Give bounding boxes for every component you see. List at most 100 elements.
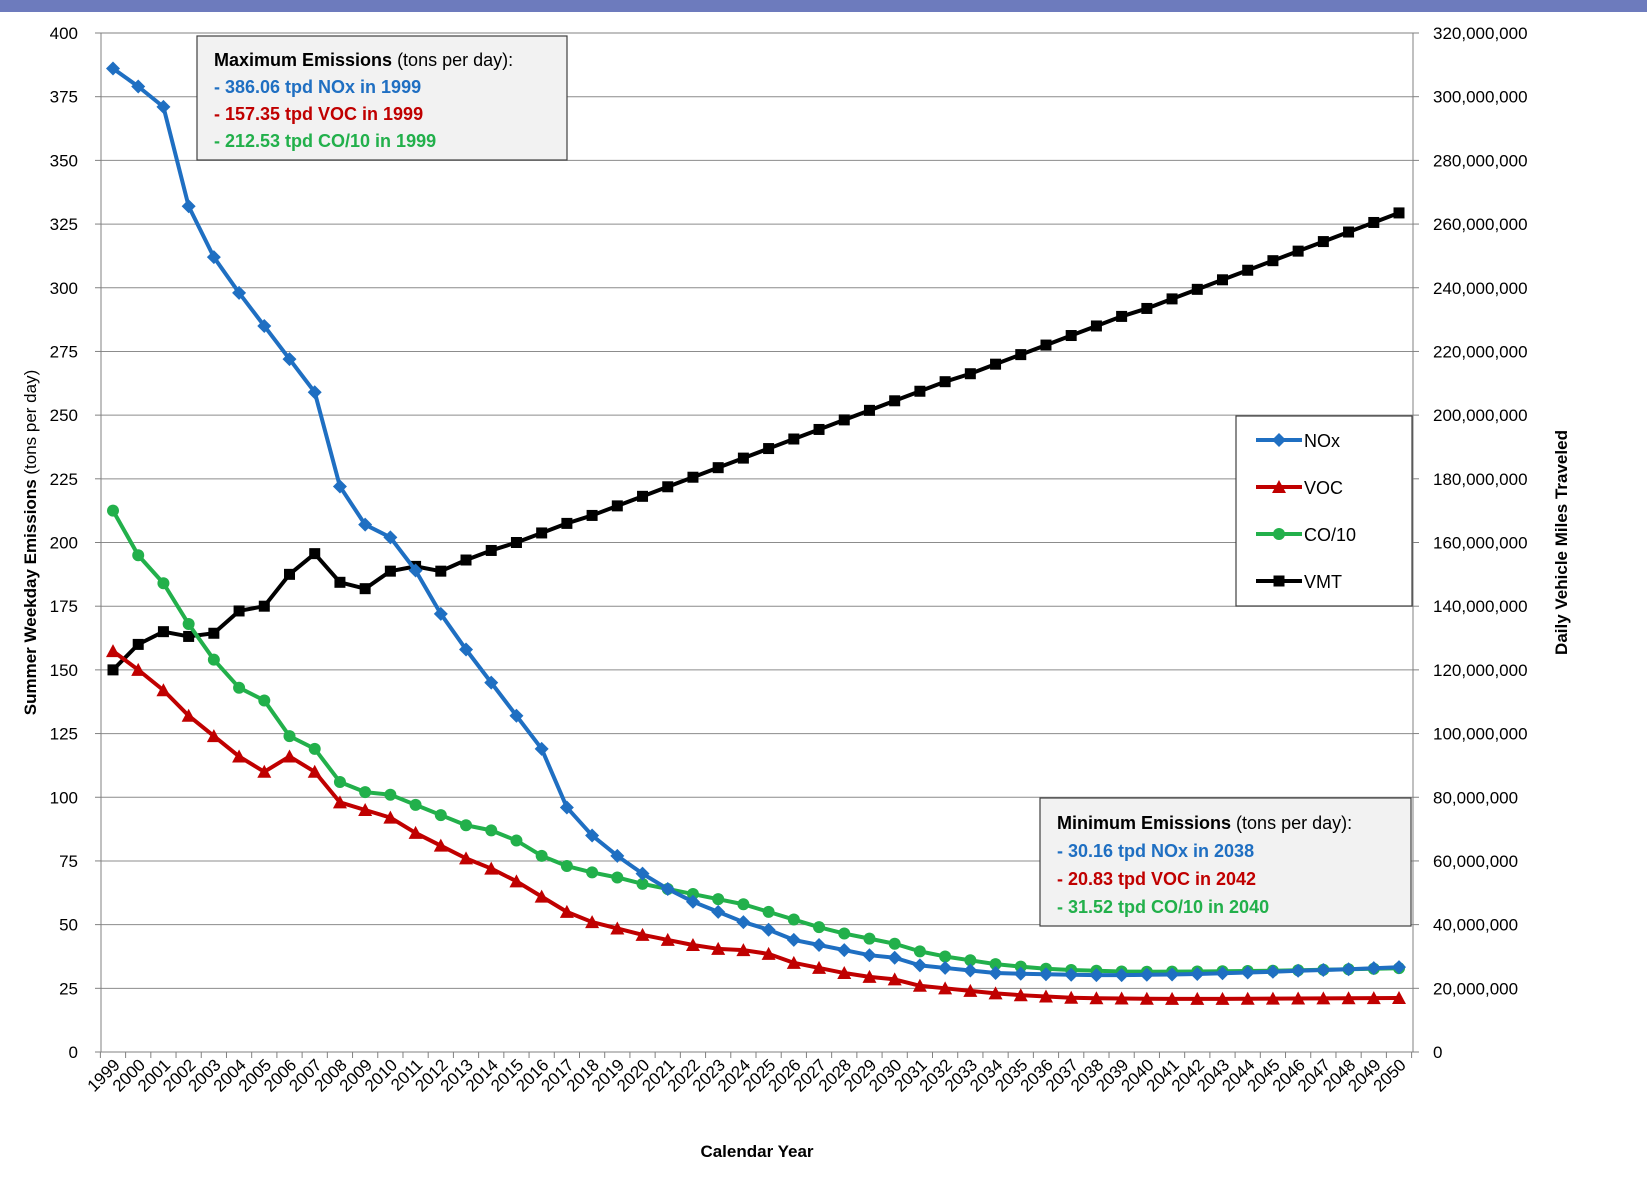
data-point-nox: [1064, 967, 1079, 982]
y2-tick-label: 120,000,000: [1433, 661, 1528, 680]
data-point-nox: [610, 848, 625, 863]
data-point-nox: [963, 963, 978, 978]
data-point-nox: [711, 904, 726, 919]
data-point-co-10: [535, 849, 548, 862]
data-point-nox: [786, 932, 801, 947]
data-point-co-10: [485, 824, 498, 837]
data-point-voc: [1165, 991, 1180, 1005]
data-point-co-10: [863, 932, 876, 945]
data-point-voc: [988, 986, 1003, 1000]
data-point-co-10: [762, 905, 775, 918]
legend-item-voc: VOC: [1256, 478, 1343, 498]
data-point-nox: [736, 915, 751, 930]
data-point-nox: [1038, 967, 1053, 982]
y-tick-label: 300: [50, 279, 78, 298]
data-point-co-10: [913, 945, 926, 958]
series-line-co-10: [111, 509, 1400, 974]
data-point-co-10: [510, 834, 523, 847]
data-point-vmt: [284, 568, 296, 580]
data-point-co-10: [333, 775, 346, 788]
data-point-nox: [1392, 960, 1406, 975]
data-point-vmt: [485, 544, 497, 556]
data-point-vmt: [435, 565, 447, 577]
legend: NOx VOC CO/10 VMT: [1235, 415, 1413, 607]
data-point-vmt: [233, 605, 245, 617]
data-point-voc: [459, 851, 474, 865]
series-nox: [106, 61, 1406, 983]
data-point-voc: [1215, 991, 1230, 1005]
data-point-voc: [862, 969, 877, 983]
data-point-nox: [585, 828, 600, 843]
data-point-voc: [1064, 990, 1079, 1004]
data-point-nox: [1013, 966, 1028, 981]
series-vmt: [107, 207, 1405, 676]
y-axis-title-bold: Summer Weekday Emissions: [21, 479, 40, 715]
data-point-co-10: [107, 504, 119, 517]
data-point-voc: [912, 978, 927, 992]
y-tick-label: 400: [50, 24, 78, 43]
data-point-voc: [1341, 991, 1356, 1005]
data-point-co-10: [359, 786, 372, 799]
data-point-voc: [106, 644, 120, 658]
data-point-nox: [232, 285, 247, 300]
gridlines: [101, 96, 1413, 989]
legend-label-co-10: CO/10: [1304, 525, 1356, 545]
y-tick-label: 50: [59, 916, 78, 935]
axes: [95, 32, 1419, 1058]
data-point-co-10: [258, 694, 271, 707]
data-point-voc: [585, 915, 600, 929]
data-point-vmt: [1191, 283, 1203, 295]
data-point-voc: [711, 941, 726, 955]
data-point-vmt: [1141, 302, 1153, 314]
y2-tick-label: 180,000,000: [1433, 470, 1528, 489]
data-point-nox: [1341, 962, 1356, 977]
data-point-voc: [1366, 991, 1381, 1005]
data-point-vmt: [1317, 236, 1329, 248]
y2-tick-label: 280,000,000: [1433, 151, 1528, 170]
data-point-vmt: [334, 576, 346, 588]
data-point-voc: [963, 983, 978, 997]
legend-item-co-10: CO/10: [1256, 525, 1356, 545]
data-point-co-10: [787, 913, 800, 926]
tick-labels: 0 0 25 20,000,000 50 40,000,000 75 60,000,000 10…: [50, 24, 1528, 1096]
data-point-nox: [181, 199, 196, 214]
data-point-voc: [282, 749, 297, 763]
data-point-nox: [559, 800, 574, 815]
data-point-vmt: [637, 490, 649, 502]
data-point-vmt: [863, 404, 875, 416]
data-point-nox: [1190, 967, 1205, 982]
top-accent-bar: [0, 0, 1647, 12]
max-box-voc: - 157.35 tpd VOC in 1999: [214, 104, 423, 124]
data-point-vmt: [208, 627, 220, 639]
data-point-nox: [1165, 967, 1180, 982]
max-box-nox: - 386.06 tpd NOx in 1999: [214, 77, 421, 97]
data-point-vmt: [939, 376, 951, 388]
legend-label-vmt: VMT: [1304, 572, 1342, 592]
legend-label-nox: NOx: [1304, 431, 1340, 451]
y-tick-label: 75: [59, 852, 78, 871]
data-point-co-10: [308, 742, 321, 755]
data-point-nox: [307, 385, 322, 400]
data-point-vmt: [662, 481, 674, 493]
data-point-voc: [1265, 991, 1280, 1005]
data-point-nox: [156, 99, 171, 114]
y-tick-label: 350: [50, 151, 78, 170]
data-point-vmt: [132, 638, 144, 650]
data-point-nox: [408, 563, 423, 578]
data-point-vmt: [914, 385, 926, 397]
data-point-voc: [307, 764, 322, 778]
data-point-voc: [1139, 991, 1154, 1005]
data-point-co-10: [939, 950, 952, 963]
data-point-voc: [131, 662, 146, 676]
min-box-co: - 31.52 tpd CO/10 in 2040: [1057, 897, 1269, 917]
data-point-nox: [383, 530, 398, 545]
data-point-co-10: [233, 681, 246, 694]
data-point-nox: [131, 79, 146, 94]
y-axis-title-units: (tons per day): [21, 370, 40, 480]
data-point-nox: [484, 675, 499, 690]
y-tick-label: 275: [50, 342, 78, 361]
data-point-voc: [938, 981, 953, 995]
data-point-co-10: [712, 893, 725, 906]
data-point-co-10: [888, 937, 901, 950]
min-box-nox: - 30.16 tpd NOx in 2038: [1057, 841, 1254, 861]
